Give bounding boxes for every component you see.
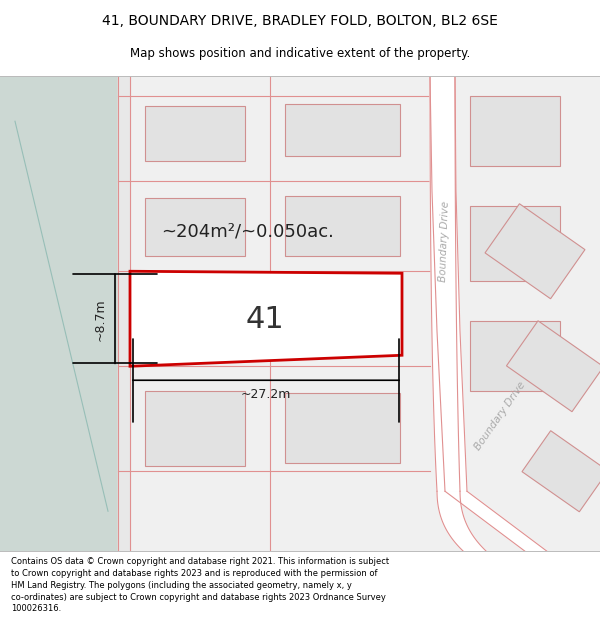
Polygon shape: [430, 76, 460, 491]
Polygon shape: [430, 76, 600, 551]
Bar: [285, 393, 400, 463]
Bar: [145, 106, 245, 161]
Polygon shape: [118, 76, 600, 551]
Bar: [470, 321, 560, 391]
Text: Map shows position and indicative extent of the property.: Map shows position and indicative extent…: [130, 47, 470, 60]
Bar: [470, 206, 560, 281]
Bar: [145, 391, 245, 466]
Text: ~204m²/~0.050ac.: ~204m²/~0.050ac.: [161, 222, 334, 240]
Polygon shape: [0, 76, 118, 551]
Text: Contains OS data © Crown copyright and database right 2021. This information is : Contains OS data © Crown copyright and d…: [11, 557, 389, 613]
Bar: [145, 198, 245, 256]
Polygon shape: [118, 76, 130, 551]
Text: Boundary Drive: Boundary Drive: [437, 201, 451, 282]
Text: 41, BOUNDARY DRIVE, BRADLEY FOLD, BOLTON, BL2 6SE: 41, BOUNDARY DRIVE, BRADLEY FOLD, BOLTON…: [102, 14, 498, 28]
Polygon shape: [522, 431, 600, 512]
Text: ~27.2m: ~27.2m: [241, 388, 291, 401]
Polygon shape: [437, 491, 491, 556]
Text: 41: 41: [245, 305, 284, 334]
Bar: [285, 196, 400, 256]
Polygon shape: [485, 204, 585, 299]
Polygon shape: [445, 491, 547, 551]
Text: Boundary Drive: Boundary Drive: [473, 380, 527, 452]
Text: ~8.7m: ~8.7m: [94, 298, 107, 341]
Polygon shape: [430, 76, 467, 491]
Bar: [285, 104, 400, 156]
Bar: [470, 96, 560, 166]
Polygon shape: [130, 271, 402, 366]
Polygon shape: [506, 321, 600, 412]
